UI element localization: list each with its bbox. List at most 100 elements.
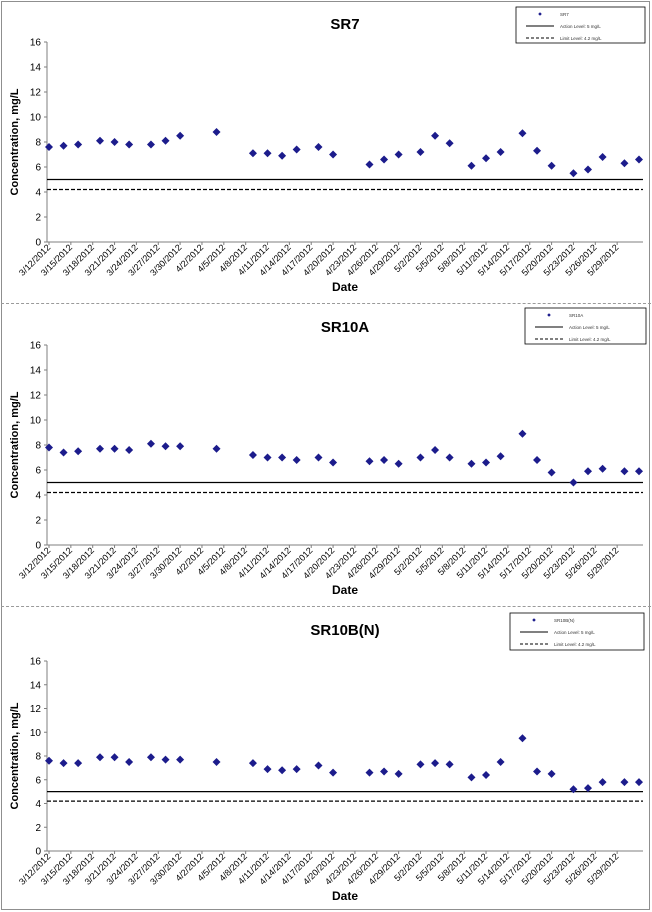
- data-point: [59, 448, 68, 457]
- data-point: [314, 453, 323, 462]
- data-point: [248, 451, 257, 459]
- data-point: [547, 161, 556, 170]
- legend-label: Limit Level: 4.2 mg/L: [569, 337, 611, 342]
- data-point: [482, 771, 491, 779]
- y-axis-label: Concentration, mg/L: [9, 391, 21, 498]
- data-point: [45, 143, 53, 151]
- data-point: [533, 767, 542, 776]
- data-point: [496, 757, 505, 766]
- data-point: [212, 128, 221, 136]
- data-point: [248, 149, 257, 158]
- data-point: [125, 757, 134, 766]
- chart-panel-1: SR7 SR7 Action Level: 5 mg/L Limit Level: 4…: [9, 6, 646, 294]
- data-point: [569, 169, 578, 178]
- data-point: [263, 765, 272, 774]
- y-tick-label: 6: [35, 466, 41, 477]
- legend-label: SR10A: [569, 313, 583, 318]
- y-tick-label: 4: [35, 188, 41, 199]
- data-point: [110, 753, 119, 762]
- data-point: [445, 760, 454, 769]
- data-point: [248, 759, 257, 768]
- data-point: [329, 768, 338, 777]
- data-point: [95, 136, 104, 145]
- data-point: [635, 155, 643, 164]
- data-point: [518, 129, 527, 138]
- data-point: [584, 165, 593, 174]
- y-tick-label: 16: [30, 38, 42, 49]
- y-tick-label: 12: [30, 88, 42, 99]
- y-tick-label: 16: [30, 657, 42, 668]
- data-point: [620, 467, 629, 476]
- y-tick-label: 10: [30, 728, 42, 739]
- y-tick-label: 6: [35, 163, 41, 174]
- y-tick-label: 2: [35, 516, 41, 527]
- y-tick-label: 4: [35, 491, 41, 502]
- data-point: [496, 148, 505, 156]
- data-point: [95, 444, 104, 453]
- data-point: [278, 151, 287, 160]
- data-point: [445, 453, 454, 462]
- data-point: [635, 778, 643, 787]
- data-point: [314, 761, 323, 770]
- data-point: [176, 442, 185, 451]
- x-axis-label: Date: [332, 889, 358, 903]
- data-point: [176, 755, 185, 764]
- data-point: [467, 773, 476, 782]
- data-point: [598, 153, 607, 161]
- chart-panel-3: SR10B(N) SR10B(N) Action Level: 5 mg/L Limi…: [9, 612, 645, 903]
- y-tick-label: 10: [30, 416, 42, 427]
- y-tick-label: 10: [30, 113, 42, 124]
- data-point: [584, 784, 593, 793]
- legend-marker: [547, 313, 551, 317]
- data-point: [329, 458, 338, 467]
- data-point: [263, 453, 272, 462]
- data-point: [125, 446, 134, 454]
- y-tick-label: 14: [30, 63, 42, 74]
- y-tick-label: 4: [35, 799, 41, 810]
- data-point: [125, 140, 134, 149]
- data-point: [598, 464, 607, 473]
- data-point: [292, 765, 301, 774]
- panel-separator: [1, 303, 651, 304]
- y-tick-label: 12: [30, 704, 42, 715]
- data-point: [212, 757, 221, 766]
- data-point: [74, 140, 83, 149]
- y-tick-label: 2: [35, 823, 41, 834]
- data-point: [598, 778, 607, 787]
- data-point: [45, 756, 53, 765]
- y-tick-label: 8: [35, 441, 41, 452]
- data-point: [416, 148, 425, 156]
- data-point: [547, 468, 556, 477]
- y-tick-label: 0: [35, 238, 41, 249]
- data-point: [59, 141, 68, 150]
- data-point: [161, 442, 170, 451]
- y-tick-label: 0: [35, 847, 41, 858]
- data-point: [278, 453, 287, 462]
- data-point: [431, 446, 440, 454]
- data-point: [533, 456, 542, 464]
- legend: SR7 Action Level: 5 mg/L Limit Level: 4.2 …: [515, 6, 646, 44]
- legend-label: Limit Level: 4.2 mg/L: [554, 642, 596, 647]
- y-tick-label: 8: [35, 138, 41, 149]
- data-point: [569, 785, 578, 794]
- legend: SR10A Action Level: 5 mg/L Limit Level: 4.…: [524, 307, 647, 345]
- data-point: [394, 459, 403, 468]
- data-point: [146, 753, 155, 762]
- data-point: [292, 456, 301, 464]
- data-point: [620, 159, 629, 168]
- data-point: [263, 149, 272, 158]
- legend-label: SR10B(N): [554, 618, 575, 623]
- y-tick-label: 16: [30, 341, 42, 352]
- data-point: [518, 429, 527, 438]
- data-point: [482, 458, 491, 467]
- data-point: [467, 459, 476, 468]
- data-point: [380, 767, 389, 776]
- data-point: [59, 759, 68, 768]
- data-point: [110, 444, 119, 453]
- data-point: [569, 478, 578, 487]
- data-point: [110, 138, 119, 146]
- y-tick-label: 6: [35, 775, 41, 786]
- chart-title: SR7: [330, 16, 359, 33]
- data-point: [482, 154, 491, 163]
